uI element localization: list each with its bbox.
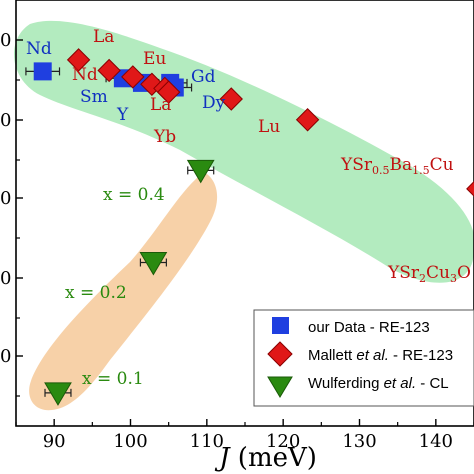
red-point-labels: La Nd Eu La Yb Lu YSr0.5Ba1.5Cu YSr2Cu3O bbox=[72, 27, 471, 285]
blue-point-labels: Nd Sm Y Gd Dy bbox=[26, 39, 226, 125]
legend-square-icon bbox=[272, 317, 289, 334]
legend-label-our-data: our Data - RE-123 bbox=[308, 319, 430, 336]
label-la2-red: La bbox=[150, 95, 171, 115]
orange-trend-band bbox=[29, 172, 218, 411]
y-axis-ticks: 0 0 0 0 0 bbox=[0, 30, 23, 397]
label-dy-blue: Dy bbox=[202, 93, 226, 113]
data-point-triangle bbox=[186, 159, 215, 184]
label-ysrba-red: YSr0.5Ba1.5Cu bbox=[340, 155, 454, 177]
label-eu-red: Eu bbox=[143, 49, 166, 69]
legend-triangle-down-icon bbox=[267, 376, 293, 398]
x-tick-label: 100 bbox=[113, 431, 147, 452]
label-ysr2-red: YSr2Cu3O bbox=[387, 263, 471, 285]
label-nd-red: Nd bbox=[72, 65, 98, 85]
y-tick-label: 0 bbox=[0, 268, 11, 289]
label-gd-blue: Gd bbox=[191, 67, 216, 87]
y-tick-label: 0 bbox=[0, 110, 11, 131]
data-point-square bbox=[33, 62, 52, 81]
data-point-diamond bbox=[219, 87, 243, 111]
x-tick-label: 130 bbox=[342, 431, 376, 452]
label-sm-blue: Sm bbox=[80, 87, 108, 107]
label-la-red: La bbox=[93, 27, 114, 47]
green-point-labels: x = 0.4 x = 0.2 x = 0.1 bbox=[65, 185, 165, 389]
data-point-diamond bbox=[466, 180, 474, 197]
y-tick-label: 0 bbox=[0, 188, 11, 209]
legend-entry-mallett: Mallett et al. - RE-123 bbox=[267, 341, 453, 367]
legend-entry-wulferding: Wulferding et al. - CL bbox=[267, 375, 449, 398]
data-point-diamond bbox=[66, 48, 91, 72]
legend-entry-our-data: our Data - RE-123 bbox=[272, 317, 430, 336]
label-yb-red: Yb bbox=[153, 127, 176, 147]
data-point-diamond bbox=[121, 65, 145, 89]
x-axis-label: J (meV) bbox=[214, 443, 317, 473]
legend-diamond-icon bbox=[267, 341, 293, 367]
legend-label-wulferding: Wulferding et al. - CL bbox=[308, 375, 449, 392]
label-x04: x = 0.4 bbox=[103, 185, 165, 205]
x-tick-label: 90 bbox=[43, 431, 66, 452]
label-nd-blue: Nd bbox=[26, 39, 52, 59]
label-lu-red: Lu bbox=[258, 117, 280, 137]
label-y-blue: Y bbox=[116, 105, 129, 125]
y-tick-label: 0 bbox=[0, 346, 11, 367]
legend-box bbox=[253, 309, 474, 407]
data-point-triangle bbox=[139, 252, 168, 276]
legend: our Data - RE-123 Mallett et al. - RE-12… bbox=[253, 309, 474, 407]
y-tick-label: 0 bbox=[0, 30, 11, 51]
label-x01: x = 0.1 bbox=[82, 369, 144, 389]
data-point-diamond bbox=[97, 58, 121, 83]
x-axis-ticks: 90 100 110 120 130 140 bbox=[15, 419, 474, 452]
x-tick-label: 110 bbox=[190, 431, 224, 452]
legend-label-mallett: Mallett et al. - RE-123 bbox=[308, 347, 453, 364]
label-x02: x = 0.2 bbox=[65, 283, 127, 303]
data-point-diamond bbox=[156, 80, 181, 104]
data-point-diamond bbox=[295, 108, 320, 132]
x-tick-label: 140 bbox=[419, 431, 453, 452]
data-point-triangle bbox=[44, 382, 72, 406]
x-tick-label: 120 bbox=[266, 431, 300, 452]
data-markers bbox=[33, 48, 474, 406]
